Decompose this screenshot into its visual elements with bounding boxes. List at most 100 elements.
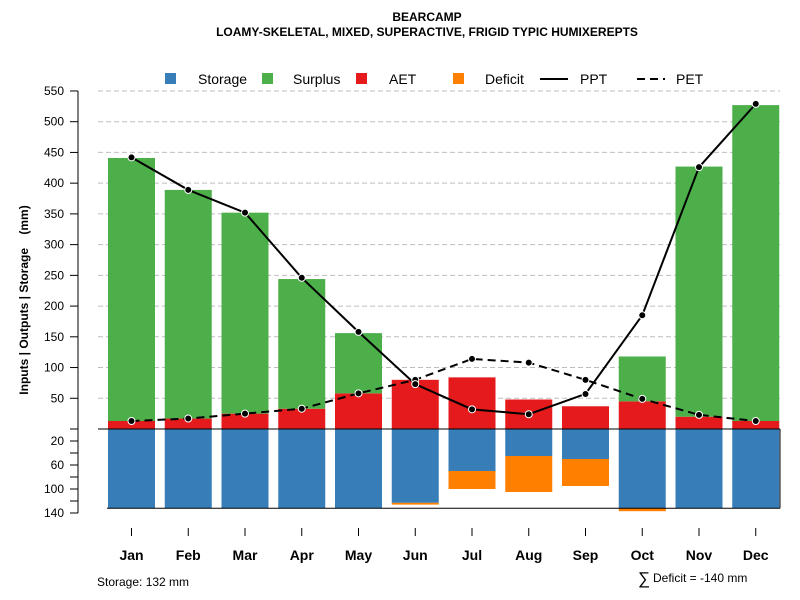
surplus-bar: [618, 356, 666, 402]
surplus-legend-label: Surplus: [293, 71, 340, 87]
x-tick-label: Sep: [573, 547, 599, 563]
pet-point: [524, 358, 533, 367]
y-axis-label: Inputs | Outputs | Storage (mm): [17, 205, 31, 394]
ppt-point: [638, 311, 647, 320]
x-tick-label: May: [345, 547, 372, 563]
surplus-bar: [335, 333, 382, 394]
aet-bar: [221, 413, 269, 429]
y-tick-label: 500: [44, 115, 64, 129]
y-tick-label: 50: [51, 391, 65, 405]
x-tick-label: Dec: [743, 547, 769, 563]
y-tick-label: 300: [44, 238, 64, 252]
pet-point: [581, 375, 590, 384]
gridlines: [98, 90, 780, 399]
aet-bar: [675, 416, 723, 429]
aet-bar: [562, 406, 609, 429]
ppt-legend-label: PPT: [580, 71, 608, 87]
aet-legend-swatch: [356, 73, 367, 84]
ppt-line: [131, 103, 757, 416]
surplus-bar: [221, 212, 269, 414]
storage-bar: [505, 429, 553, 456]
deficit-legend-swatch: [453, 73, 464, 84]
ppt-point: [581, 389, 590, 398]
x-tick-label: Apr: [290, 547, 315, 563]
y-tick-label: 450: [44, 145, 64, 159]
pet-point: [127, 417, 136, 426]
surplus-bar: [164, 189, 212, 419]
storage-bar: [391, 429, 439, 503]
x-tick-label: Oct: [631, 547, 655, 563]
deficit-bar: [618, 508, 666, 512]
surplus-bar: [278, 279, 326, 409]
pet-point: [751, 417, 760, 426]
ppt-point: [354, 327, 363, 336]
x-tick-label: Jun: [403, 547, 428, 563]
pet-point: [695, 410, 703, 419]
aet-legend-label: AET: [389, 71, 417, 87]
aet-bar: [278, 408, 326, 429]
y-tick-label: 20: [51, 434, 65, 448]
pet-point: [297, 404, 306, 413]
ppt-point: [411, 380, 420, 389]
y-tick-label: 550: [44, 84, 64, 98]
x-tick-label: Nov: [686, 547, 713, 563]
storage-bar: [732, 429, 780, 509]
storage-bar: [221, 429, 269, 509]
ppt-point: [127, 153, 136, 162]
storage-bar: [675, 429, 723, 509]
axes: 50 100 150 200 250 300 350 400 450 500 550 20 60 100 1…: [44, 84, 781, 563]
y-tick-label: 60: [51, 458, 65, 472]
deficit-bar: [505, 456, 553, 492]
pet-point: [468, 354, 476, 363]
chart-subtitle: LOAMY-SKELETAL, MIXED, SUPERACTIVE, FRIG…: [216, 25, 638, 39]
pet-point: [241, 409, 249, 418]
storage-legend-swatch: [165, 73, 176, 84]
storage-legend-label: Storage: [198, 71, 247, 87]
ppt-point: [524, 410, 533, 419]
storage-note: Storage: 132 mm: [97, 575, 189, 589]
y-tick-label: 250: [44, 268, 64, 282]
y-tick-label: 100: [44, 482, 64, 496]
deficit-bar: [448, 471, 496, 489]
storage-bar: [618, 429, 666, 509]
deficit-bar: [562, 459, 609, 486]
storage-bar: [278, 429, 326, 509]
ppt-point: [184, 185, 193, 194]
ppt-point: [695, 163, 703, 172]
storage-bar: [335, 429, 382, 509]
storage-bar: [164, 429, 212, 509]
y-tick-label: 200: [44, 299, 64, 313]
y-tick-label: 100: [44, 361, 64, 375]
aet-bar: [618, 401, 666, 429]
surplus-legend-swatch: [262, 73, 273, 84]
deficit-bar: [391, 502, 439, 505]
bars: [108, 105, 780, 512]
aet-bar: [335, 393, 382, 429]
ppt-point: [241, 208, 249, 217]
aet-bar: [448, 377, 496, 429]
pet-legend-label: PET: [676, 71, 704, 87]
ppt-point: [468, 405, 476, 414]
chart-legend: Storage Surplus AET Deficit PPT PET: [165, 71, 704, 87]
y-tick-label: 150: [44, 330, 64, 344]
pet-point: [184, 414, 193, 423]
deficit-note: Deficit = -140 mm: [653, 571, 747, 585]
x-tick-label: Feb: [176, 547, 201, 563]
storage-bar: [562, 429, 609, 459]
deficit-legend-label: Deficit: [485, 71, 524, 87]
x-tick-label: Aug: [515, 547, 542, 563]
y-tick-label: 350: [44, 207, 64, 221]
storage-bar: [448, 429, 496, 471]
aet-bar: [164, 418, 212, 429]
surplus-bar: [108, 157, 155, 422]
storage-bar: [108, 429, 155, 509]
surplus-bar: [732, 105, 780, 422]
surplus-bar: [675, 166, 723, 417]
y-tick-label: 140: [44, 506, 64, 520]
sigma-icon: ∑: [638, 569, 650, 588]
x-tick-label: Jan: [119, 547, 143, 563]
x-tick-label: Jul: [462, 547, 482, 563]
chart-title: BEARCAMP: [392, 10, 461, 24]
pet-point: [354, 389, 363, 398]
series-lines: [127, 99, 760, 426]
